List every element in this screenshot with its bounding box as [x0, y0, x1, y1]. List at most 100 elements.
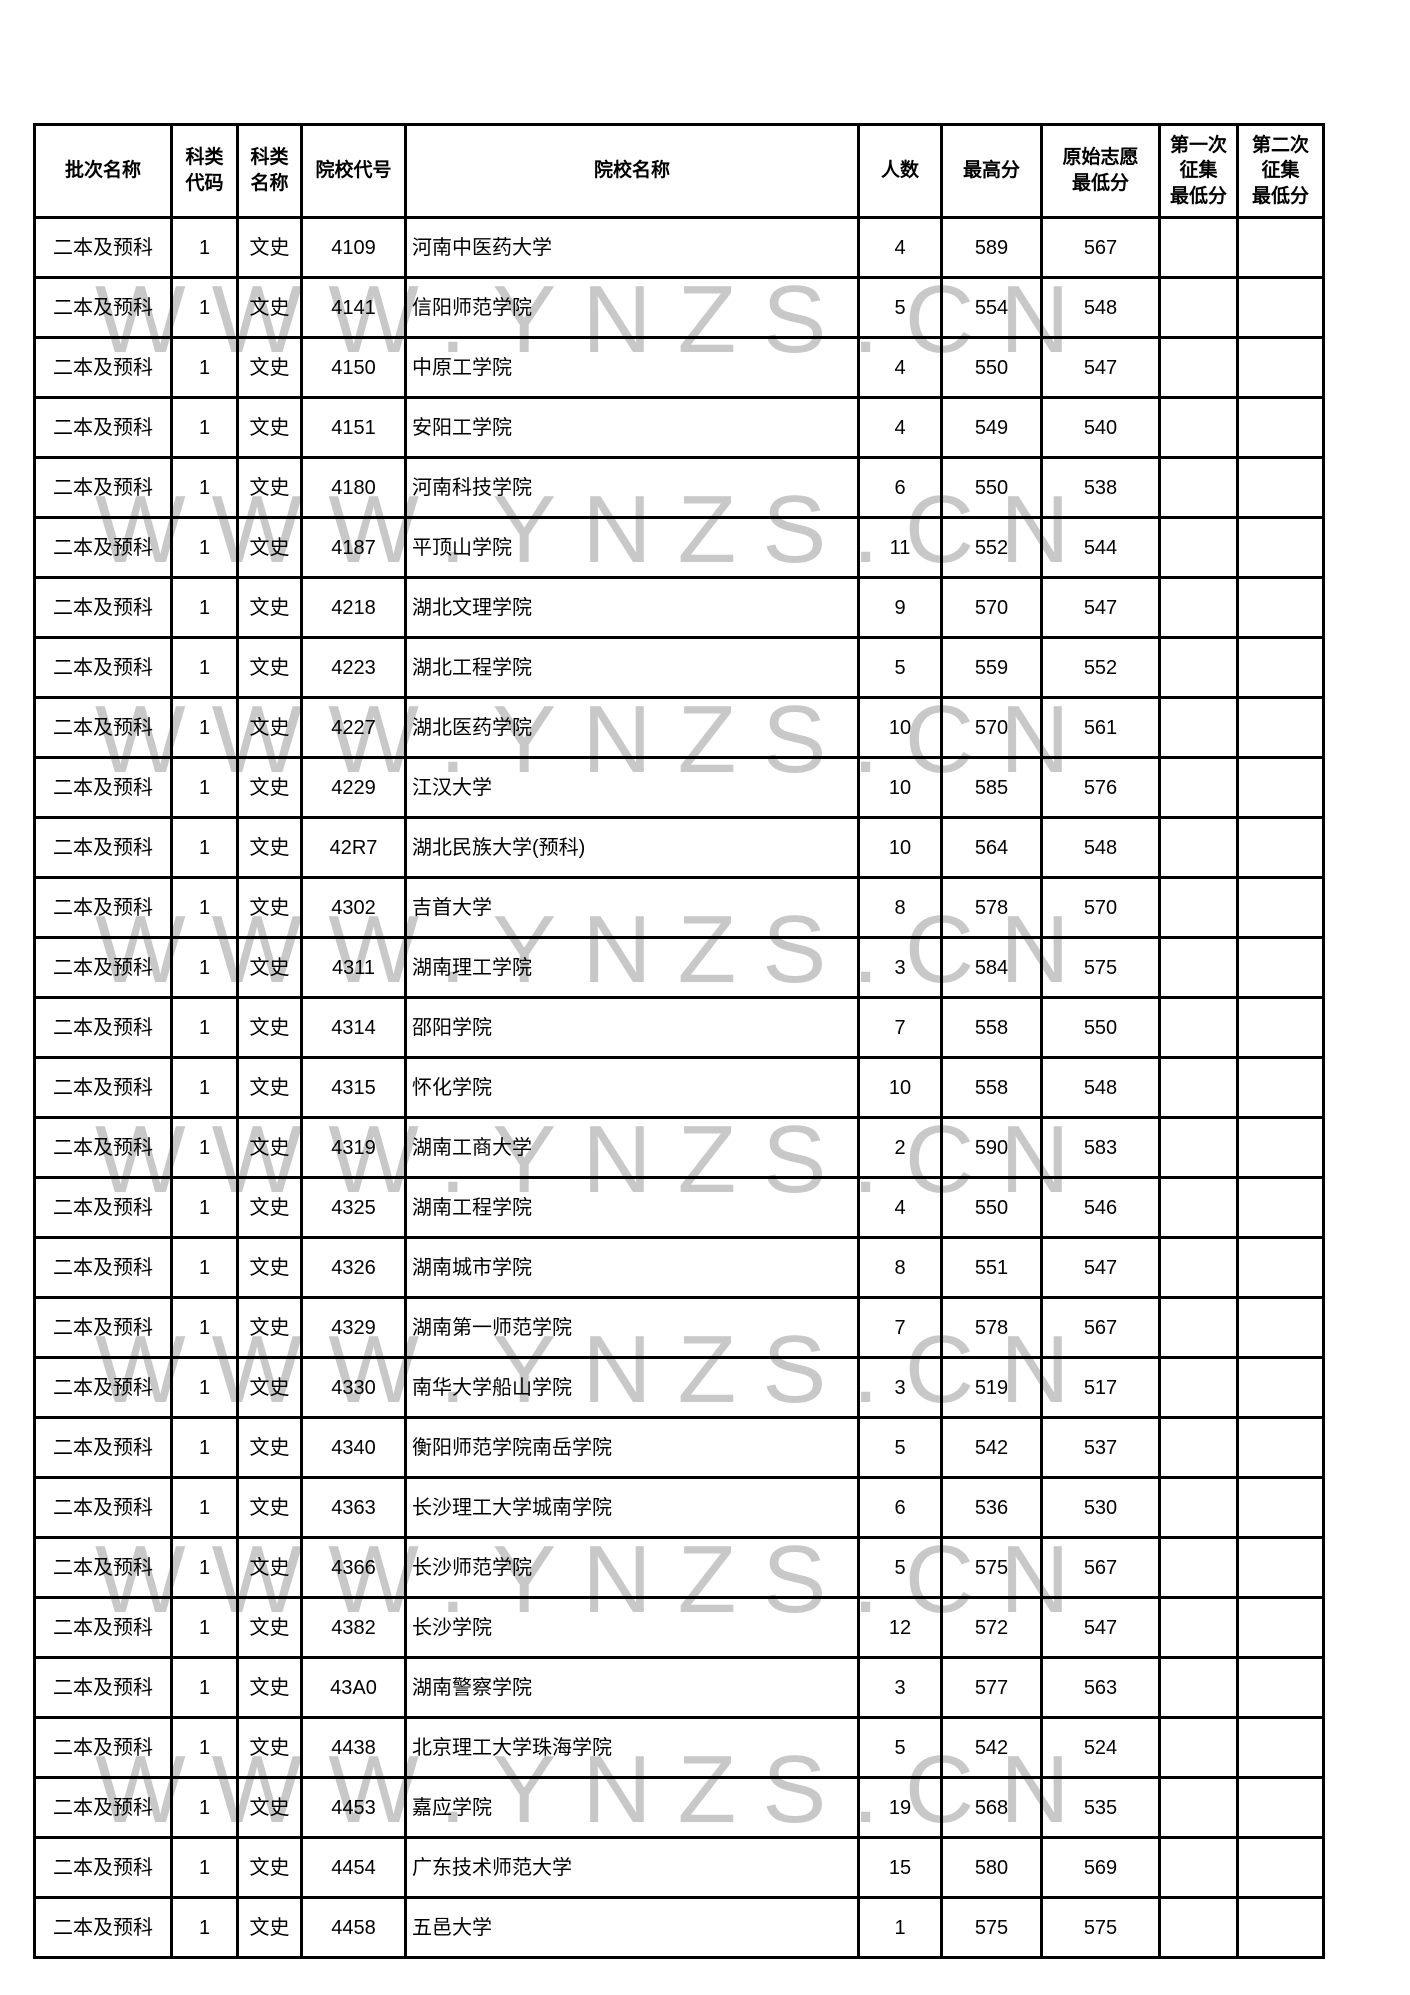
cell-college_code: 4218	[300, 576, 407, 639]
cell-second_min	[1236, 756, 1325, 819]
table-row: 二本及预科 1 文史 4319 湖南工商大学 2 590 583	[33, 1116, 1325, 1179]
cell-batch: 二本及预科	[33, 636, 173, 699]
cell-orig_min: 569	[1040, 1836, 1161, 1899]
table-row: 二本及预科 1 文史 4454 广东技术师范大学 15 580 569	[33, 1836, 1325, 1899]
cell-orig_min: 538	[1040, 456, 1161, 519]
cell-college_name: 怀化学院	[404, 1056, 860, 1119]
cell-batch: 二本及预科	[33, 876, 173, 939]
cell-batch: 二本及预科	[33, 336, 173, 399]
cell-batch: 二本及预科	[33, 1176, 173, 1239]
cell-cat_code: 1	[170, 1896, 239, 1959]
cell-first_min	[1158, 1836, 1239, 1899]
cell-max_score: 578	[940, 876, 1043, 939]
cell-cat_code: 1	[170, 216, 239, 279]
cell-second_min	[1236, 396, 1325, 459]
cell-college_name: 南华大学船山学院	[404, 1356, 860, 1419]
cell-count: 8	[857, 1236, 943, 1299]
cell-orig_min: 537	[1040, 1416, 1161, 1479]
column-header-batch: 批次名称	[33, 123, 173, 219]
table-row: 二本及预科 1 文史 4453 嘉应学院 19 568 535	[33, 1776, 1325, 1839]
cell-college_name: 长沙师范学院	[404, 1536, 860, 1599]
cell-college_name: 吉首大学	[404, 876, 860, 939]
cell-orig_min: 547	[1040, 576, 1161, 639]
cell-second_min	[1236, 456, 1325, 519]
cell-max_score: 558	[940, 1056, 1043, 1119]
cell-first_min	[1158, 1716, 1239, 1779]
cell-cat_code: 1	[170, 1116, 239, 1179]
cell-second_min	[1236, 1356, 1325, 1419]
cell-college_code: 4330	[300, 1356, 407, 1419]
cell-max_score: 549	[940, 396, 1043, 459]
cell-cat_name: 文史	[236, 456, 303, 519]
cell-cat_code: 1	[170, 1476, 239, 1539]
table-row: 二本及预科 1 文史 4302 吉首大学 8 578 570	[33, 876, 1325, 939]
column-header-college_code: 院校代号	[300, 123, 407, 219]
cell-second_min	[1236, 216, 1325, 279]
cell-cat_name: 文史	[236, 1056, 303, 1119]
cell-second_min	[1236, 1536, 1325, 1599]
cell-college_code: 4187	[300, 516, 407, 579]
cell-cat_name: 文史	[236, 276, 303, 339]
cell-orig_min: 547	[1040, 1596, 1161, 1659]
cell-cat_code: 1	[170, 936, 239, 999]
cell-first_min	[1158, 336, 1239, 399]
table-row: 二本及预科 1 文史 4187 平顶山学院 11 552 544	[33, 516, 1325, 579]
cell-college_name: 嘉应学院	[404, 1776, 860, 1839]
cell-college_name: 湖南警察学院	[404, 1656, 860, 1719]
cell-first_min	[1158, 576, 1239, 639]
cell-batch: 二本及预科	[33, 1416, 173, 1479]
cell-college_code: 4315	[300, 1056, 407, 1119]
cell-max_score: 551	[940, 1236, 1043, 1299]
cell-orig_min: 544	[1040, 516, 1161, 579]
cell-cat_name: 文史	[236, 1116, 303, 1179]
cell-cat_name: 文史	[236, 1836, 303, 1899]
cell-orig_min: 550	[1040, 996, 1161, 1059]
column-header-cat_code: 科类 代码	[170, 123, 239, 219]
cell-cat_code: 1	[170, 1596, 239, 1659]
cell-first_min	[1158, 516, 1239, 579]
cell-cat_code: 1	[170, 876, 239, 939]
table-row: 二本及预科 1 文史 4363 长沙理工大学城南学院 6 536 530	[33, 1476, 1325, 1539]
cell-count: 3	[857, 1356, 943, 1419]
cell-second_min	[1236, 1416, 1325, 1479]
cell-max_score: 550	[940, 456, 1043, 519]
table-row: 二本及预科 1 文史 4229 江汉大学 10 585 576	[33, 756, 1325, 819]
cell-cat_name: 文史	[236, 516, 303, 579]
cell-college_name: 湖北文理学院	[404, 576, 860, 639]
table-row: 二本及预科 1 文史 42R7 湖北民族大学(预科) 10 564 548	[33, 816, 1325, 879]
cell-batch: 二本及预科	[33, 1236, 173, 1299]
cell-college_code: 4366	[300, 1536, 407, 1599]
cell-cat_code: 1	[170, 1656, 239, 1719]
cell-max_score: 550	[940, 1176, 1043, 1239]
cell-second_min	[1236, 1596, 1325, 1659]
cell-count: 10	[857, 756, 943, 819]
cell-cat_name: 文史	[236, 1416, 303, 1479]
cell-college_code: 42R7	[300, 816, 407, 879]
cell-second_min	[1236, 1176, 1325, 1239]
cell-college_code: 4438	[300, 1716, 407, 1779]
cell-orig_min: 570	[1040, 876, 1161, 939]
cell-cat_code: 1	[170, 576, 239, 639]
cell-second_min	[1236, 1896, 1325, 1959]
column-header-college_name: 院校名称	[404, 123, 860, 219]
cell-college_code: 4227	[300, 696, 407, 759]
cell-orig_min: 583	[1040, 1116, 1161, 1179]
cell-count: 19	[857, 1776, 943, 1839]
cell-batch: 二本及预科	[33, 996, 173, 1059]
cell-cat_code: 1	[170, 336, 239, 399]
cell-second_min	[1236, 876, 1325, 939]
cell-batch: 二本及预科	[33, 216, 173, 279]
cell-cat_name: 文史	[236, 936, 303, 999]
cell-max_score: 570	[940, 576, 1043, 639]
cell-count: 4	[857, 336, 943, 399]
table-row: 二本及预科 1 文史 4330 南华大学船山学院 3 519 517	[33, 1356, 1325, 1419]
table-row: 二本及预科 1 文史 4141 信阳师范学院 5 554 548	[33, 276, 1325, 339]
cell-orig_min: 575	[1040, 936, 1161, 999]
cell-cat_code: 1	[170, 456, 239, 519]
cell-cat_code: 1	[170, 816, 239, 879]
cell-second_min	[1236, 1236, 1325, 1299]
cell-count: 4	[857, 396, 943, 459]
cell-max_score: 590	[940, 1116, 1043, 1179]
cell-batch: 二本及预科	[33, 696, 173, 759]
